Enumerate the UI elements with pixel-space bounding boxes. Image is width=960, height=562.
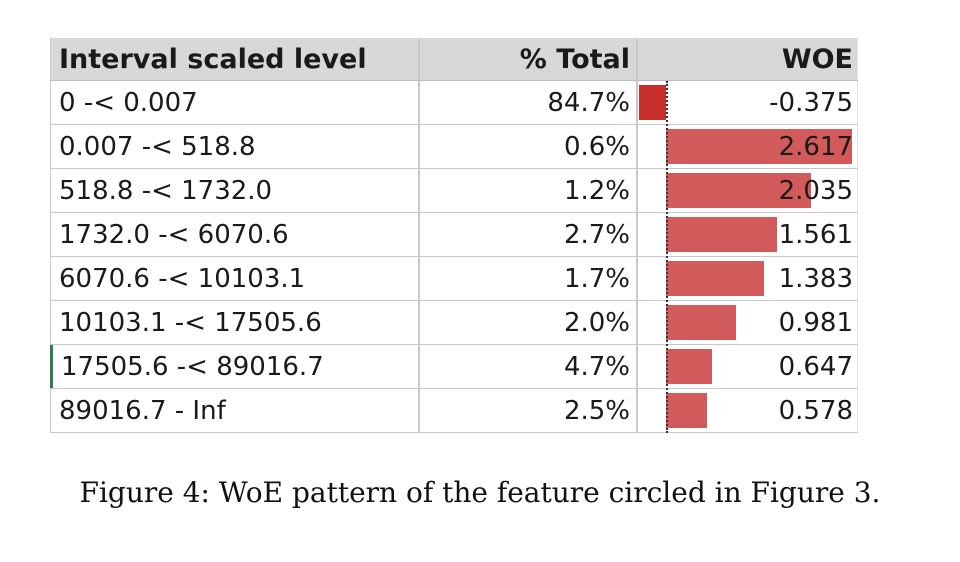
woe-table: Interval scaled level % Total WOE 0 -< 0… (50, 38, 858, 433)
woe-value: 0.647 (778, 351, 853, 382)
woe-cell: 0.981 (638, 301, 858, 344)
woe-bar (666, 261, 765, 296)
zero-axis-line (666, 81, 668, 433)
percent-cell: 1.2% (420, 169, 638, 212)
woe-cell: 2.035 (638, 169, 858, 212)
woe-value: -0.375 (769, 87, 853, 118)
header-interval-level: Interval scaled level (50, 38, 420, 80)
interval-cell: 0 -< 0.007 (50, 81, 420, 124)
percent-cell: 4.7% (420, 345, 638, 388)
interval-cell: 6070.6 -< 10103.1 (50, 257, 420, 300)
woe-bar (666, 305, 736, 340)
woe-value: 1.383 (778, 263, 853, 294)
header-woe: WOE (638, 38, 858, 80)
table-row: 10103.1 -< 17505.6 2.0% 0.981 (50, 301, 858, 345)
woe-value: 1.561 (778, 219, 853, 250)
woe-cell: 0.578 (638, 389, 858, 432)
woe-bar (639, 85, 666, 120)
woe-cell: 0.647 (638, 345, 858, 388)
interval-cell: 0.007 -< 518.8 (50, 125, 420, 168)
table-row: 6070.6 -< 10103.1 1.7% 1.383 (50, 257, 858, 301)
percent-cell: 2.5% (420, 389, 638, 432)
percent-cell: 0.6% (420, 125, 638, 168)
woe-value: 2.617 (778, 131, 853, 162)
woe-value: 0.578 (778, 395, 853, 426)
woe-bar (666, 349, 712, 384)
percent-cell: 84.7% (420, 81, 638, 124)
woe-bar (666, 393, 708, 428)
interval-cell: 89016.7 - Inf (50, 389, 420, 432)
table-row: 0.007 -< 518.8 0.6% 2.617 (50, 125, 858, 169)
woe-cell: -0.375 (638, 81, 858, 124)
header-percent-total: % Total (420, 38, 638, 80)
woe-value: 2.035 (778, 175, 853, 206)
table-header-row: Interval scaled level % Total WOE (50, 38, 858, 81)
table-row: 0 -< 0.007 84.7% -0.375 (50, 81, 858, 125)
percent-cell: 2.0% (420, 301, 638, 344)
percent-cell: 2.7% (420, 213, 638, 256)
interval-cell: 17505.6 -< 89016.7 (50, 345, 420, 388)
table-row: 89016.7 - Inf 2.5% 0.578 (50, 389, 858, 433)
woe-bar (666, 173, 811, 208)
figure-caption: Figure 4: WoE pattern of the feature cir… (79, 476, 881, 509)
woe-bar (666, 217, 777, 252)
interval-cell: 518.8 -< 1732.0 (50, 169, 420, 212)
woe-cell: 2.617 (638, 125, 858, 168)
table-row: 518.8 -< 1732.0 1.2% 2.035 (50, 169, 858, 213)
woe-cell: 1.561 (638, 213, 858, 256)
table-row: 17505.6 -< 89016.7 4.7% 0.647 (50, 345, 858, 389)
interval-cell: 1732.0 -< 6070.6 (50, 213, 420, 256)
interval-cell: 10103.1 -< 17505.6 (50, 301, 420, 344)
woe-bar (666, 129, 852, 164)
table-row: 1732.0 -< 6070.6 2.7% 1.561 (50, 213, 858, 257)
woe-cell: 1.383 (638, 257, 858, 300)
woe-value: 0.981 (778, 307, 853, 338)
percent-cell: 1.7% (420, 257, 638, 300)
